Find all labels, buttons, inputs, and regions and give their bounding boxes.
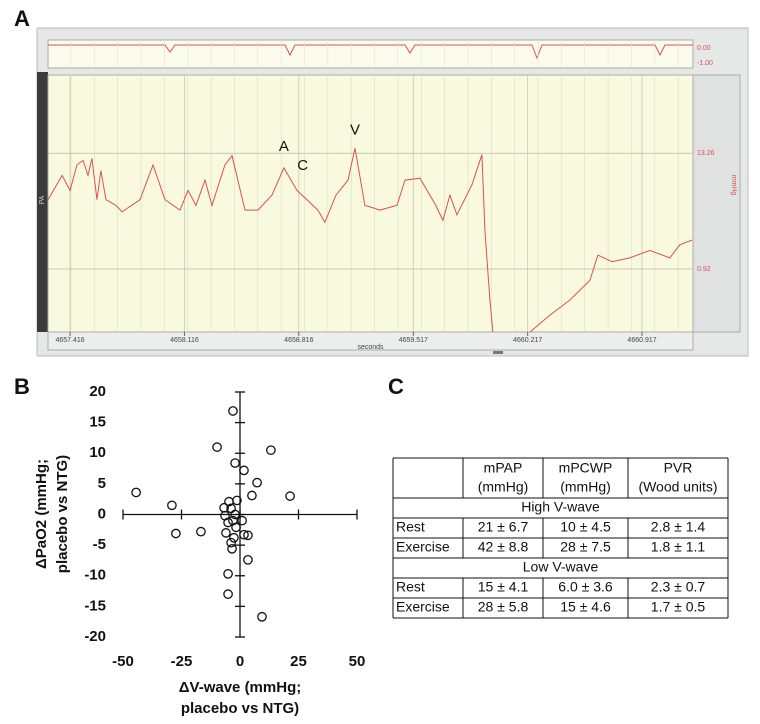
channel-label: PA	[39, 195, 46, 204]
point	[223, 569, 233, 579]
point	[171, 528, 181, 539]
point	[223, 589, 233, 599]
point	[257, 611, 267, 622]
x-tick-label: 4658.816	[284, 337, 313, 344]
annotation: C	[297, 157, 308, 174]
column-header: (Wood units)	[638, 479, 717, 495]
point	[237, 515, 247, 526]
column-header: PVR	[664, 460, 693, 476]
y-axis-label: ΔPaO2 (mmHg;	[33, 459, 50, 569]
x-tick-label: 0	[236, 653, 244, 670]
point	[230, 509, 240, 520]
point	[228, 406, 238, 416]
table-cell: 15 ± 4.6	[560, 599, 611, 615]
panel-label: B	[14, 374, 30, 399]
x-axis-label: seconds	[357, 344, 384, 351]
table-cell: 6.0 ± 3.6	[558, 579, 613, 595]
x-axis-label: ΔV-wave (mmHg;	[179, 679, 301, 696]
y-axis-label: mmHg	[730, 175, 737, 196]
point	[196, 526, 206, 537]
point	[212, 442, 222, 452]
panel-label: A	[14, 6, 30, 31]
point	[239, 529, 249, 540]
x-tick-label: 4660.917	[627, 337, 656, 344]
row-label: Exercise	[396, 539, 450, 555]
column-header: mPAP	[484, 460, 523, 476]
point	[131, 487, 141, 498]
y-tick-label: -20	[84, 628, 106, 645]
x-tick-label: 25	[290, 653, 307, 670]
y-tick-label: 0.92	[697, 266, 711, 273]
group-title: High V-wave	[521, 499, 600, 515]
y-tick-label: 15	[89, 414, 106, 431]
row-label: Rest	[396, 579, 425, 595]
annotation: V	[350, 121, 360, 138]
point	[252, 477, 262, 488]
channel-bar	[37, 72, 48, 332]
point	[230, 458, 240, 468]
table-cell: 42 ± 8.8	[478, 539, 529, 555]
panel-label: C	[388, 374, 404, 399]
column-header: (mmHg)	[478, 479, 529, 495]
y-tick-label: 5	[98, 475, 106, 492]
row-label: Exercise	[396, 599, 450, 615]
x-axis-label: placebo vs NTG)	[181, 700, 299, 717]
point	[227, 543, 237, 554]
splitter	[493, 351, 503, 354]
point	[243, 530, 253, 541]
table-cell: 28 ± 7.5	[560, 539, 611, 555]
table-cell: 1.7 ± 0.5	[651, 599, 706, 615]
table-cell: 21 ± 6.7	[478, 519, 529, 535]
x-tick-label: 4657.416	[55, 337, 84, 344]
table-cell: 28 ± 5.8	[478, 599, 529, 615]
y-tick-label: -5	[93, 536, 106, 553]
point	[285, 491, 295, 501]
point	[247, 490, 257, 501]
row-label: Rest	[396, 519, 425, 535]
y-tick-label: 13.26	[697, 150, 715, 157]
x-tick-label: 4660.217	[513, 337, 542, 344]
annotation: A	[279, 138, 289, 155]
time-bar	[47, 331, 694, 351]
x-tick-label: 4658.116	[170, 337, 199, 344]
table-cell: 15 ± 4.1	[478, 579, 529, 595]
strip-label: 0.00	[697, 45, 711, 52]
y-tick-label: 10	[89, 444, 106, 461]
top-trace	[48, 44, 693, 60]
point	[229, 532, 239, 543]
plot-area	[47, 74, 694, 333]
table-cell: 2.3 ± 0.7	[651, 579, 706, 595]
strip-label: -1.00	[697, 60, 713, 67]
point	[266, 445, 276, 456]
y-axis-label: placebo vs NTG)	[54, 455, 71, 573]
point	[221, 528, 231, 538]
point	[223, 517, 233, 528]
table-cell: 10 ± 4.5	[560, 519, 611, 535]
y-tick-label: -15	[84, 597, 106, 614]
x-tick-label: -25	[171, 653, 193, 670]
point	[232, 495, 242, 506]
point	[226, 537, 236, 548]
point	[239, 465, 249, 476]
table-cell: 1.8 ± 1.1	[651, 539, 706, 555]
y-tick-label: 20	[89, 383, 106, 400]
trace	[47, 148, 693, 333]
right-panel	[692, 74, 741, 333]
y-tick-label: -10	[84, 567, 106, 584]
group-title: Low V-wave	[523, 559, 599, 575]
x-tick-label: 4659.517	[399, 337, 428, 344]
x-tick-label: 50	[349, 653, 366, 670]
table-cell: 2.8 ± 1.4	[651, 519, 706, 535]
point	[228, 515, 238, 526]
point	[243, 554, 253, 565]
column-header: mPCWP	[559, 460, 613, 476]
x-tick-label: -50	[112, 653, 134, 670]
y-tick-label: 0	[98, 505, 106, 522]
column-header: (mmHg)	[560, 479, 611, 495]
top-channel	[47, 39, 694, 69]
point	[167, 500, 177, 511]
